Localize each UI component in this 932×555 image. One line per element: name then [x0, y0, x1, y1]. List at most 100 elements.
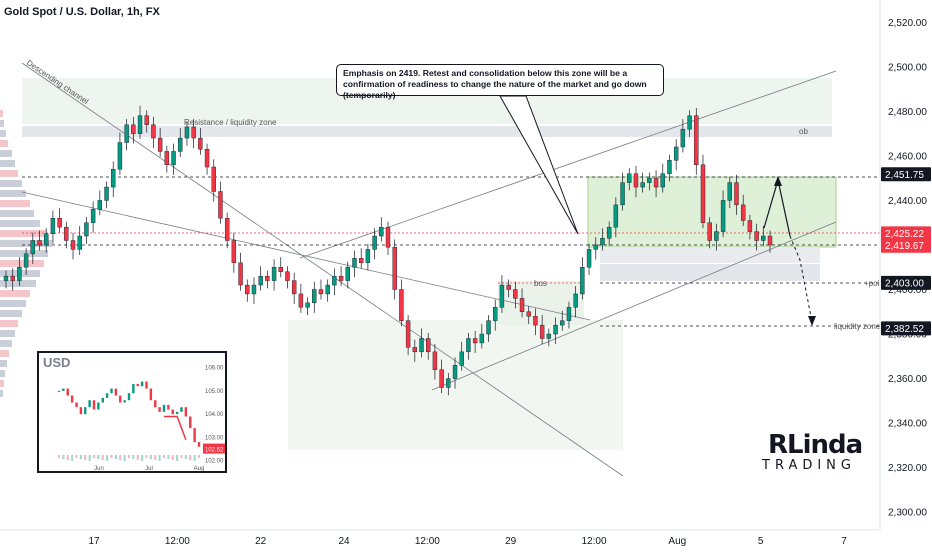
ob-zone	[22, 126, 832, 137]
candle-body	[211, 166, 216, 192]
price-tick-label: 2,440.00	[888, 196, 927, 207]
volume-profile-bar	[0, 150, 12, 157]
candle-body	[714, 231, 719, 241]
candle-body	[90, 209, 96, 223]
price-label-text: 2,382.52	[885, 324, 924, 335]
usd-inset: USD 106.00 105.00 104.00 103.00 102.00 102.52…	[37, 351, 227, 473]
usd-last-price-box	[203, 443, 225, 454]
ascending-lower-line	[431, 221, 837, 391]
candle-body	[627, 173, 632, 183]
candle-body	[238, 262, 243, 286]
candle-body	[673, 146, 679, 161]
candle-body	[533, 316, 538, 326]
candle-body	[144, 115, 149, 125]
volume-profile-bar	[0, 120, 4, 127]
usd-last-price-text: 102.52	[205, 448, 224, 454]
candle-body	[10, 275, 15, 281]
candle-body	[191, 126, 196, 139]
usd-candle	[62, 388, 65, 391]
usd-time-label: Aug	[194, 466, 205, 471]
usd-candle	[171, 409, 174, 415]
usd-candle	[105, 393, 109, 398]
candle-body	[385, 226, 391, 248]
usd-tick-label: 105.00	[205, 389, 224, 395]
usd-candle	[70, 395, 74, 403]
candle-body	[466, 338, 471, 353]
candle-body	[606, 226, 612, 239]
candle-body	[97, 200, 103, 210]
time-tick-label: 17	[88, 536, 100, 547]
volume-profile-bar	[0, 210, 34, 217]
grey-zone-2	[600, 264, 820, 281]
candle-body	[352, 258, 357, 268]
candle-body	[3, 275, 9, 281]
candle-body	[694, 115, 699, 165]
usd-candle	[66, 388, 69, 396]
candle-body	[700, 164, 706, 223]
time-axis: 17 12:00 22 24 12:00 29 12:00 Aug 5 7	[88, 536, 847, 547]
candle-body	[486, 320, 491, 335]
volume-profile-bar	[0, 130, 6, 137]
volume-profile-bar	[0, 180, 22, 187]
candle-body	[432, 351, 438, 370]
volume-profile-bar	[0, 310, 22, 317]
usd-tick-label: 104.00	[205, 412, 224, 418]
usd-candle	[158, 407, 161, 412]
volume-profile-bar	[0, 340, 12, 347]
price-axis: 2,300.002,320.002,340.002,360.002,380.00…	[888, 18, 927, 519]
candle-body	[117, 142, 123, 170]
candle-body	[640, 182, 645, 188]
volume-profile-bar	[0, 220, 40, 227]
candle-body	[412, 347, 418, 353]
volume-profile-bar	[0, 240, 52, 247]
usd-volume-bar	[123, 455, 126, 461]
usd-volume-bar	[58, 455, 60, 458]
candle-body	[740, 204, 746, 221]
candle-body	[399, 289, 404, 321]
candle-body	[566, 307, 572, 321]
usd-candle	[92, 400, 96, 410]
candle-body	[305, 302, 310, 308]
usd-volume-bar	[88, 455, 91, 461]
usd-volume-bar	[198, 455, 200, 458]
price-tick-label: 2,460.00	[888, 151, 927, 162]
usd-candle	[184, 407, 188, 417]
usd-candle	[84, 407, 87, 415]
candle-body	[647, 177, 652, 183]
candle-body	[426, 338, 431, 353]
price-tick-label: 2,400.00	[888, 285, 927, 296]
candle-body	[325, 284, 330, 295]
volume-profile-bar	[0, 300, 26, 307]
candle-body	[151, 124, 156, 139]
usd-volume-bar	[132, 455, 135, 459]
candle-body	[338, 275, 344, 281]
candle-body	[111, 169, 116, 188]
callout-text: Emphasis on 2419. Retest and consolidati…	[343, 68, 647, 100]
candle-body	[419, 338, 424, 353]
usd-volume-bar	[79, 455, 82, 459]
candle-body	[667, 160, 672, 174]
usd-volume-bar	[119, 455, 122, 460]
volume-profile-bar	[0, 110, 3, 117]
candle-body	[372, 235, 377, 250]
usd-candle	[75, 402, 78, 408]
usd-volume-bar	[93, 455, 95, 458]
usd-volume-bar	[136, 455, 139, 460]
time-tick-label: 12:00	[165, 536, 190, 547]
usd-candle	[136, 383, 139, 387]
candle-body	[104, 186, 109, 201]
usd-time-label: Jul	[145, 466, 153, 471]
candle-body	[600, 238, 605, 246]
candle-body	[291, 280, 297, 295]
volume-profile-bar	[0, 380, 4, 387]
price-label-box	[881, 226, 931, 241]
volume-profile-bar	[0, 230, 46, 237]
candle-body	[365, 249, 371, 263]
candle-body	[707, 222, 712, 241]
candle-body	[218, 191, 223, 219]
volume-profile-bar	[0, 260, 44, 267]
price-label-box	[881, 167, 931, 182]
usd-volume-bar	[158, 455, 161, 461]
candle-body	[231, 240, 237, 263]
